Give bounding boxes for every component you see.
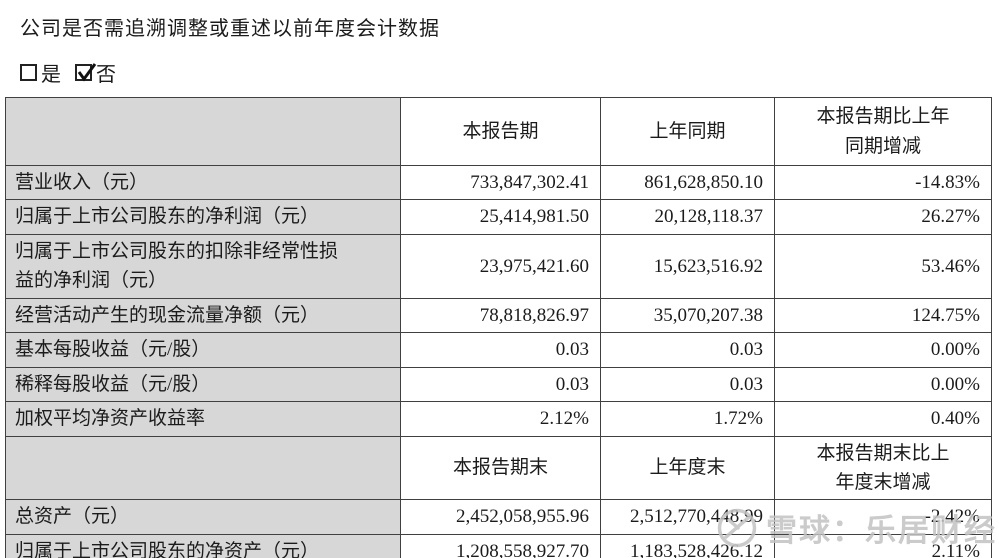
row-label: 归属于上市公司股东的净利润（元） xyxy=(5,199,401,235)
header-corner-cell xyxy=(5,97,401,166)
header-period-change: 本报告期比上年 同期增减 xyxy=(774,97,992,166)
table-row: 基本每股收益（元/股） 0.03 0.03 0.00% xyxy=(5,332,992,368)
option-yes[interactable]: 是 xyxy=(20,58,61,87)
row-prior-value: 20,128,118.37 xyxy=(600,199,775,235)
row-current-value: 78,818,826.97 xyxy=(400,297,601,334)
row-change-value: 53.46% xyxy=(774,233,992,299)
row-label: 基本每股收益（元/股） xyxy=(5,332,401,368)
row-prior-value: 1.72% xyxy=(600,401,775,437)
table-header-row-period-end: 本报告期末 上年度末 本报告期末比上 年度末增减 xyxy=(5,435,992,501)
option-no-label: 否 xyxy=(96,64,116,86)
row-label: 归属于上市公司股东的扣除非经常性损 益的净利润（元） xyxy=(5,233,401,299)
row-prior-value: 1,183,528,426.12 xyxy=(600,533,775,558)
row-label: 稀释每股收益（元/股） xyxy=(5,366,401,403)
row-prior-value: 15,623,516.92 xyxy=(600,233,775,299)
row-change-value: 26.27% xyxy=(774,199,992,235)
key-financials-table: 本报告期 上年同期 本报告期比上年 同期增减 营业收入（元） 733,847,3… xyxy=(5,97,992,558)
row-prior-value: 0.03 xyxy=(600,366,775,403)
header-prior-period: 上年同期 xyxy=(600,97,775,166)
row-change-value: -2.42% xyxy=(774,499,992,535)
row-change-value: 0.00% xyxy=(774,332,992,368)
row-current-value: 733,847,302.41 xyxy=(400,164,601,201)
row-current-value: 2.12% xyxy=(400,401,601,437)
table-row: 营业收入（元） 733,847,302.41 861,628,850.10 -1… xyxy=(5,164,992,201)
header-corner-cell xyxy=(5,435,401,501)
row-prior-value: 2,512,770,448.99 xyxy=(600,499,775,535)
row-current-value: 1,208,558,927.70 xyxy=(400,533,601,558)
table-row: 归属于上市公司股东的扣除非经常性损 益的净利润（元） 23,975,421.60… xyxy=(5,233,992,299)
row-current-value: 0.03 xyxy=(400,332,601,368)
row-change-value: -14.83% xyxy=(774,164,992,201)
header-current-period-end: 本报告期末 xyxy=(400,435,601,501)
row-label: 经营活动产生的现金流量净额（元） xyxy=(5,297,401,334)
restatement-options: 是 否 xyxy=(20,58,116,87)
table-row: 加权平均净资产收益率 2.12% 1.72% 0.40% xyxy=(5,401,992,437)
row-label: 归属于上市公司股东的净资产（元） xyxy=(5,533,401,558)
row-current-value: 23,975,421.60 xyxy=(400,233,601,299)
header-current-period: 本报告期 xyxy=(400,97,601,166)
row-label: 营业收入（元） xyxy=(5,164,401,201)
row-current-value: 0.03 xyxy=(400,366,601,403)
row-change-value: 124.75% xyxy=(774,297,992,334)
row-current-value: 25,414,981.50 xyxy=(400,199,601,235)
checkbox-yes-unchecked-icon[interactable] xyxy=(20,64,37,81)
checkbox-no-checked-icon[interactable] xyxy=(75,63,97,82)
table-row: 经营活动产生的现金流量净额（元） 78,818,826.97 35,070,20… xyxy=(5,297,992,334)
row-change-value: 0.00% xyxy=(774,366,992,403)
restatement-question-text: 公司是否需追溯调整或重述以前年度会计数据 xyxy=(20,18,440,40)
table-row: 总资产（元） 2,452,058,955.96 2,512,770,448.99… xyxy=(5,499,992,535)
table-row: 归属于上市公司股东的净资产（元） 1,208,558,927.70 1,183,… xyxy=(5,533,992,558)
row-label: 加权平均净资产收益率 xyxy=(5,401,401,437)
row-change-value: 2.11% xyxy=(774,533,992,558)
option-no[interactable]: 否 xyxy=(75,58,116,87)
header-period-end-change: 本报告期末比上 年度末增减 xyxy=(774,435,992,501)
row-change-value: 0.40% xyxy=(774,401,992,437)
row-prior-value: 35,070,207.38 xyxy=(600,297,775,334)
table-header-row-period: 本报告期 上年同期 本报告期比上年 同期增减 xyxy=(5,97,992,166)
row-prior-value: 861,628,850.10 xyxy=(600,164,775,201)
option-yes-label: 是 xyxy=(41,64,61,86)
row-prior-value: 0.03 xyxy=(600,332,775,368)
header-prior-year-end: 上年度末 xyxy=(600,435,775,501)
row-label: 总资产（元） xyxy=(5,499,401,535)
table-row: 归属于上市公司股东的净利润（元） 25,414,981.50 20,128,11… xyxy=(5,199,992,235)
table-row: 稀释每股收益（元/股） 0.03 0.03 0.00% xyxy=(5,366,992,403)
row-current-value: 2,452,058,955.96 xyxy=(400,499,601,535)
